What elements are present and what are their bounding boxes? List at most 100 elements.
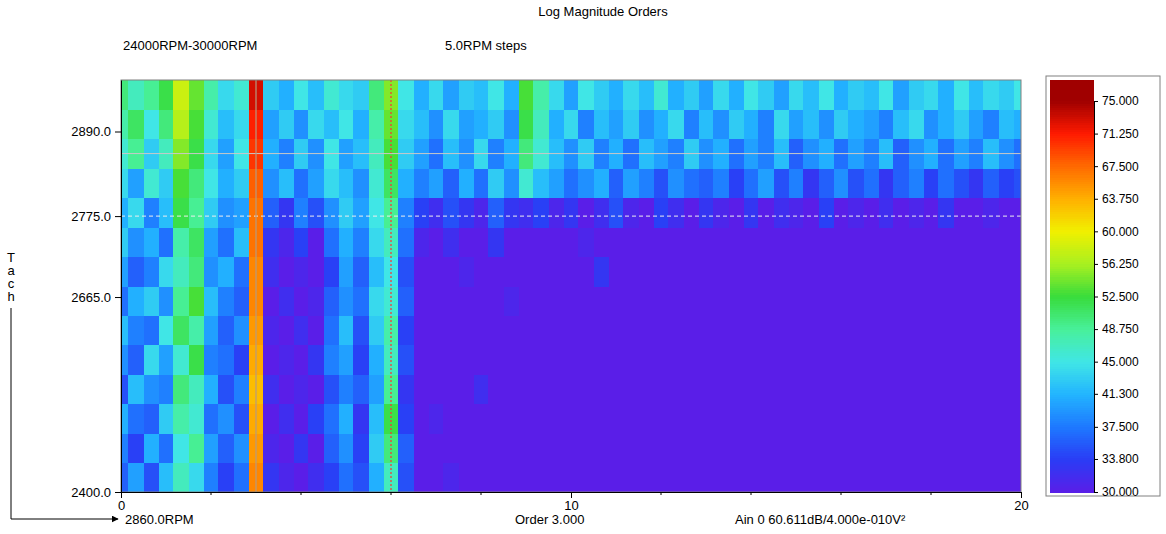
heatmap-cell (519, 80, 535, 110)
heatmap-cell (654, 257, 670, 287)
heatmap-cell (654, 345, 670, 375)
heatmap-cell (699, 109, 715, 139)
heatmap-cell (864, 374, 880, 404)
heatmap-cell (279, 404, 295, 434)
heatmap-cell (1014, 109, 1021, 139)
tick-mark (1094, 427, 1098, 428)
heatmap-cell (938, 198, 954, 228)
heatmap-cell (789, 345, 805, 375)
heatmap-cell (488, 227, 504, 257)
heatmap-cell (954, 168, 970, 198)
heatmap-cell (429, 315, 445, 345)
heatmap-cell (204, 404, 220, 434)
heatmap-cell (218, 345, 234, 375)
heatmap-cell (443, 227, 459, 257)
heatmap-cell (369, 198, 385, 228)
heatmap-cell (263, 257, 279, 287)
heatmap-cell (533, 433, 549, 463)
tick: 33.800 (1094, 452, 1139, 466)
heatmap-cell (983, 257, 999, 287)
heatmap-cell (474, 168, 490, 198)
heatmap-cell (639, 345, 655, 375)
tick-label: 41.300 (1102, 387, 1139, 401)
heatmap-cell (414, 345, 430, 375)
heatmap-cell (398, 109, 414, 139)
heatmap-cell (353, 109, 369, 139)
heatmap-cell (879, 286, 895, 316)
heatmap-cell (549, 404, 565, 434)
heatmap-cell (819, 257, 835, 287)
plot-frame (121, 80, 1021, 492)
heatmap-cell (159, 109, 175, 139)
readout: 2860.0RPM (125, 512, 194, 527)
heatmap-cell (654, 80, 670, 110)
heatmap-cell (1014, 315, 1021, 345)
tick: 52.500 (1094, 290, 1139, 304)
heatmap-cell (578, 404, 594, 434)
heatmap-cell (969, 315, 985, 345)
heatmap-cell (969, 198, 985, 228)
tick: 63.750 (1094, 192, 1139, 206)
heatmap-cell (159, 315, 175, 345)
heatmap-cell (969, 109, 985, 139)
heatmap-cell (189, 433, 205, 463)
heatmap-cell (504, 286, 520, 316)
heatmap-cell (654, 433, 670, 463)
heatmap-cell (414, 433, 430, 463)
heatmap-cell (699, 374, 715, 404)
minor-tick (211, 492, 212, 495)
tick-label: 2665.0 (71, 290, 111, 305)
heatmap-cell (684, 198, 700, 228)
heatmap-cell (564, 227, 580, 257)
heatmap-cell (519, 404, 535, 434)
heatmap-cell (429, 374, 445, 404)
heatmap-cell (954, 345, 970, 375)
heatmap-cell (699, 198, 715, 228)
heatmap-cell (924, 433, 940, 463)
heatmap-cell (218, 198, 234, 228)
heatmap-cell (938, 168, 954, 198)
heatmap-cell (429, 286, 445, 316)
heatmap-cell (353, 463, 369, 492)
heatmap-cell (459, 109, 475, 139)
heatmap-cell (969, 227, 985, 257)
tick-mark (115, 216, 121, 217)
heatmap-cell (234, 80, 250, 110)
heatmap-cell (308, 80, 324, 110)
heatmap-cell (279, 109, 295, 139)
heatmap-cell (1014, 345, 1021, 375)
heatmap-cell (578, 198, 594, 228)
heatmap-cell (549, 257, 565, 287)
heatmap-cell (758, 404, 774, 434)
heatmap-cell (339, 315, 355, 345)
heatmap-cell (159, 433, 175, 463)
heatmap-cell (369, 80, 385, 110)
heatmap-cell (443, 374, 459, 404)
heatmap-cell (803, 198, 819, 228)
tick-label: 10 (564, 498, 578, 513)
heatmap-cell (159, 345, 175, 375)
heatmap-cell (954, 198, 970, 228)
heatmap-cell (443, 433, 459, 463)
heatmap-cell (594, 257, 610, 287)
heatmap-cell (549, 168, 565, 198)
heatmap-cell (639, 315, 655, 345)
heatmap-cell (744, 404, 760, 434)
heatmap-cell (443, 168, 459, 198)
heatmap-cell (459, 198, 475, 228)
heatmap-cell (909, 286, 925, 316)
heatmap-cell (443, 198, 459, 228)
heatmap-cell (909, 433, 925, 463)
heatmap-cell (398, 286, 414, 316)
heatmap-cell (218, 168, 234, 198)
heatmap-cell (819, 374, 835, 404)
heatmap-cell (969, 374, 985, 404)
heatmap-cell (639, 80, 655, 110)
heatmap-cell (128, 286, 144, 316)
heatmap-cell (758, 315, 774, 345)
heatmap-cell (414, 168, 430, 198)
heatmap-cell (639, 168, 655, 198)
heatmap-cell (594, 227, 610, 257)
heatmap-cell (893, 286, 909, 316)
heatmap-cell (938, 345, 954, 375)
